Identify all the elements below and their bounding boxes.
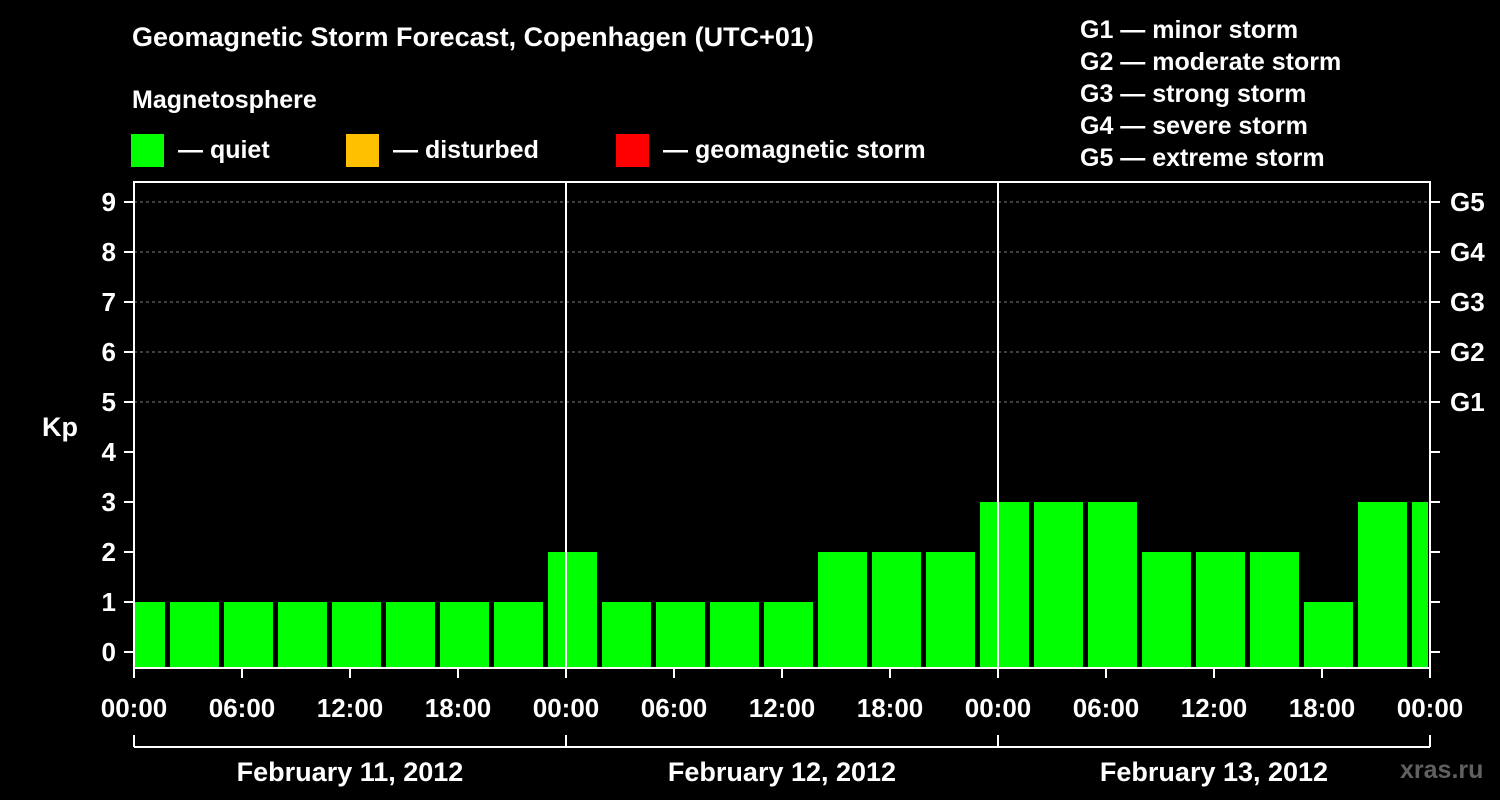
y-tick-label: 7: [102, 287, 116, 317]
g-level-label: G5: [1450, 187, 1485, 217]
legend-swatch-storm: [616, 133, 649, 167]
g-level-label: G1: [1450, 387, 1485, 417]
legend-item-disturbed: — disturbed: [346, 133, 539, 167]
x-tick-label: 00:00: [1397, 693, 1464, 723]
x-tick-label: 00:00: [101, 693, 168, 723]
kp-bar: [980, 502, 1029, 668]
kp-bar: [1142, 552, 1191, 668]
kp-bar: [548, 552, 597, 668]
legend-label-storm: — geomagnetic storm: [663, 135, 926, 164]
day-label: February 12, 2012: [668, 757, 896, 787]
legend-label-disturbed: — disturbed: [393, 135, 539, 164]
x-tick-label: 06:00: [1073, 693, 1140, 723]
y-tick-label: 4: [102, 437, 117, 467]
chart-title: Geomagnetic Storm Forecast, Copenhagen (…: [132, 22, 814, 52]
storm-level-g4: G4 — severe storm: [1080, 112, 1308, 140]
legend-item-quiet: — quiet: [131, 133, 270, 167]
kp-bar: [1250, 552, 1299, 668]
watermark: xras.ru: [1400, 756, 1484, 784]
y-tick-label: 1: [102, 587, 116, 617]
storm-level-g5: G5 — extreme storm: [1080, 144, 1325, 172]
kp-bar: [1034, 502, 1083, 668]
kp-bar: [1412, 502, 1428, 668]
legend-swatch-disturbed: [346, 133, 379, 167]
g-level-label: G3: [1450, 287, 1485, 317]
day-label: February 13, 2012: [1100, 757, 1328, 787]
kp-bar: [602, 602, 651, 668]
x-tick-label: 00:00: [533, 693, 600, 723]
x-tick-label: 12:00: [749, 693, 816, 723]
x-tick-label: 00:00: [965, 693, 1032, 723]
kp-bar: [1358, 502, 1407, 668]
y-tick-label: 6: [102, 337, 116, 367]
x-tick-label: 12:00: [1181, 693, 1248, 723]
kp-bar: [135, 602, 165, 668]
kp-bar: [1196, 552, 1245, 668]
kp-bar: [926, 552, 975, 668]
y-tick-label: 0: [102, 637, 116, 667]
x-tick-label: 06:00: [209, 693, 276, 723]
kp-bar: [332, 602, 381, 668]
kp-bar: [386, 602, 435, 668]
kp-bar: [278, 602, 327, 668]
kp-bar: [224, 602, 273, 668]
y-tick-label: 9: [102, 187, 116, 217]
y-tick-label: 2: [102, 537, 116, 567]
storm-level-legend: G1 — minor storm G2 — moderate storm G3 …: [1080, 14, 1341, 174]
day-label: February 11, 2012: [237, 757, 464, 787]
y-tick-label: 3: [102, 487, 116, 517]
x-tick-label: 06:00: [641, 693, 708, 723]
storm-level-g2: G2 — moderate storm: [1080, 48, 1342, 76]
kp-bar: [872, 552, 921, 668]
x-tick-label: 18:00: [425, 693, 492, 723]
kp-bar: [1088, 502, 1137, 668]
legend-item-storm: — geomagnetic storm: [616, 133, 926, 167]
x-tick-label: 12:00: [317, 693, 384, 723]
kp-bar: [1304, 602, 1353, 668]
kp-bar: [656, 602, 705, 668]
y-tick-label: 8: [102, 237, 116, 267]
kp-bar: [170, 602, 219, 668]
kp-bar: [494, 602, 543, 668]
kp-bar: [818, 552, 867, 668]
legend-heading: Magnetosphere: [132, 86, 317, 114]
g-level-label: G4: [1450, 237, 1485, 267]
x-tick-label: 18:00: [1289, 693, 1356, 723]
storm-level-g1: G1 — minor storm: [1080, 16, 1299, 44]
legend-swatch-quiet: [131, 133, 164, 167]
x-tick-label: 18:00: [857, 693, 924, 723]
y-axis-label: Kp: [42, 412, 78, 442]
storm-level-g3: G3 — strong storm: [1080, 80, 1307, 108]
legend-label-quiet: — quiet: [178, 135, 270, 164]
kp-bar: [440, 602, 489, 668]
kp-bar: [710, 602, 759, 668]
y-tick-label: 5: [102, 387, 116, 417]
g-level-label: G2: [1450, 337, 1485, 367]
kp-bar: [764, 602, 813, 668]
